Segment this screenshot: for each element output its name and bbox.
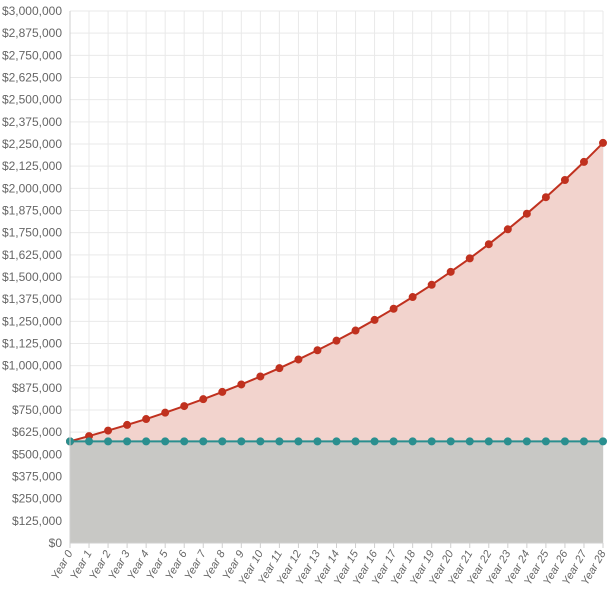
y-tick-label: $2,500,000 [2,93,62,107]
axes [69,11,604,548]
y-tick-label: $2,875,000 [2,26,62,40]
series-1-point[interactable] [599,138,607,147]
series-1-point[interactable] [522,209,531,218]
series-2-point[interactable] [503,437,512,446]
series-2-point[interactable] [104,437,113,446]
y-tick-label: $1,375,000 [2,292,62,306]
series-1-point[interactable] [370,315,379,324]
series-1-point[interactable] [351,326,360,335]
series-1-point[interactable] [579,157,588,166]
series-2-point[interactable] [370,437,379,446]
series-2-point[interactable] [522,437,531,446]
series-2-point[interactable] [484,437,493,446]
y-tick-label: $625,000 [12,425,62,439]
y-tick-label: $1,250,000 [2,314,62,328]
y-tick-label: $2,250,000 [2,137,62,151]
series-2-point[interactable] [85,437,94,446]
series-2-point[interactable] [560,437,569,446]
y-tick-label: $2,125,000 [2,159,62,173]
y-tick-label: $875,000 [12,381,62,395]
series-1-point[interactable] [427,280,436,289]
series-1-point[interactable] [123,420,132,429]
series-2-point[interactable] [256,437,265,446]
y-tick-label: $1,500,000 [2,270,62,284]
series-2-point[interactable] [142,437,151,446]
series-2-point[interactable] [579,437,588,446]
series-2-point[interactable] [465,437,474,446]
series-2-point[interactable] [123,437,132,446]
y-tick-label: $1,625,000 [2,248,62,262]
series-2-point[interactable] [389,437,398,446]
series-2-point[interactable] [313,437,322,446]
y-tick-label: $750,000 [12,403,62,417]
y-tick-label: $2,750,000 [2,48,62,62]
series-2-point[interactable] [446,437,455,446]
y-tick-label: $1,750,000 [2,226,62,240]
series-1-point[interactable] [256,372,265,381]
series-2-point[interactable] [180,437,189,446]
series-1-point[interactable] [389,304,398,313]
y-tick-label: $2,000,000 [2,181,62,195]
series-2-point[interactable] [541,437,550,446]
y-axis-ticks: $0 $125,000 $250,000 $375,000 $500,000 $625,0… [2,4,62,550]
series-1-point[interactable] [408,293,417,302]
series-2-point[interactable] [218,437,227,446]
y-tick-label: $125,000 [12,514,62,528]
y-tick-label: $2,375,000 [2,115,62,129]
y-tick-label: $250,000 [12,492,62,506]
series-1-point[interactable] [104,426,113,435]
series-1-point[interactable] [294,355,303,364]
series-1-point[interactable] [332,336,341,345]
series-2-point[interactable] [237,437,246,446]
series-1-point[interactable] [541,193,550,202]
series-1-point[interactable] [446,267,455,276]
series-2-point[interactable] [599,437,607,446]
series-2-point[interactable] [161,437,170,446]
series-1-point[interactable] [313,346,322,355]
y-tick-label: $1,000,000 [2,359,62,373]
y-tick-label: $375,000 [12,470,62,484]
series-1-point[interactable] [161,408,170,417]
series-2-point[interactable] [275,437,284,446]
series-1-point[interactable] [218,387,227,396]
series-1-point[interactable] [560,175,569,184]
series-2-point[interactable] [332,437,341,446]
series-2-point[interactable] [408,437,417,446]
series-1-point[interactable] [275,364,284,373]
series-2-point[interactable] [351,437,360,446]
series-1-point[interactable] [503,225,512,234]
series-2-area [70,441,603,543]
series-1-point[interactable] [142,415,151,424]
y-tick-label: $500,000 [12,447,62,461]
series-1-point[interactable] [484,240,493,249]
series-2-point[interactable] [294,437,303,446]
series-2-point[interactable] [199,437,208,446]
series-2-point[interactable] [427,437,436,446]
y-tick-label: $1,125,000 [2,337,62,351]
series-1-point[interactable] [237,380,246,389]
y-tick-label: $3,000,000 [2,4,62,18]
y-tick-label: $0 [49,536,63,550]
y-tick-label: $2,625,000 [2,71,62,85]
series-1-point[interactable] [180,402,189,411]
series-1-point[interactable] [465,254,474,263]
y-tick-label: $1,875,000 [2,204,62,218]
series-1-point[interactable] [199,395,208,404]
